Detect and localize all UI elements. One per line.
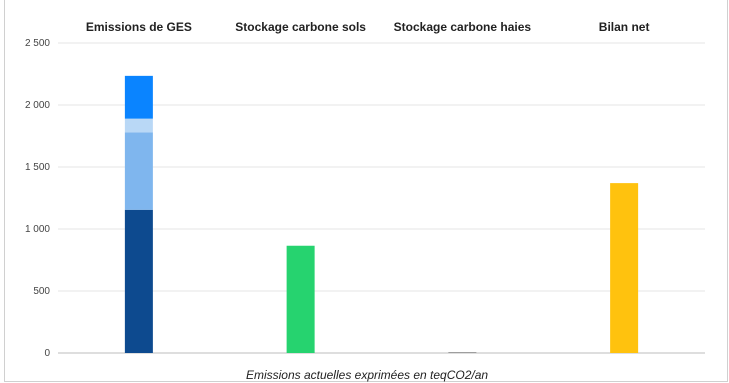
gridlines xyxy=(58,42,705,354)
category-label: Stockage carbone haies xyxy=(394,20,532,34)
x-axis-caption: Emissions actuelles exprimées en teqCO2/… xyxy=(246,368,488,382)
bars xyxy=(124,75,639,353)
y-tick-label: 500 xyxy=(33,286,50,297)
bar-segment xyxy=(124,209,153,353)
bar-segment xyxy=(124,132,153,210)
y-axis-ticks: 0 500 1 000 1 500 2 000 2 500 xyxy=(25,38,50,359)
category-label: Stockage carbone sols xyxy=(235,20,366,34)
chart-frame xyxy=(4,0,728,382)
bar-segment xyxy=(124,118,153,133)
bar-segment xyxy=(610,183,639,353)
y-tick-label: 1 500 xyxy=(25,162,50,173)
bar-segment xyxy=(124,75,153,119)
category-labels: Emissions de GES Stockage carbone sols Sto… xyxy=(86,20,650,34)
y-tick-label: 2 000 xyxy=(25,100,50,111)
category-label: Bilan net xyxy=(599,20,650,34)
category-label: Emissions de GES xyxy=(86,20,192,34)
bar-segment xyxy=(286,245,315,353)
bar-segment xyxy=(448,352,477,353)
y-tick-label: 2 500 xyxy=(25,38,50,49)
y-tick-label: 0 xyxy=(44,348,50,359)
y-tick-label: 1 000 xyxy=(25,224,50,235)
